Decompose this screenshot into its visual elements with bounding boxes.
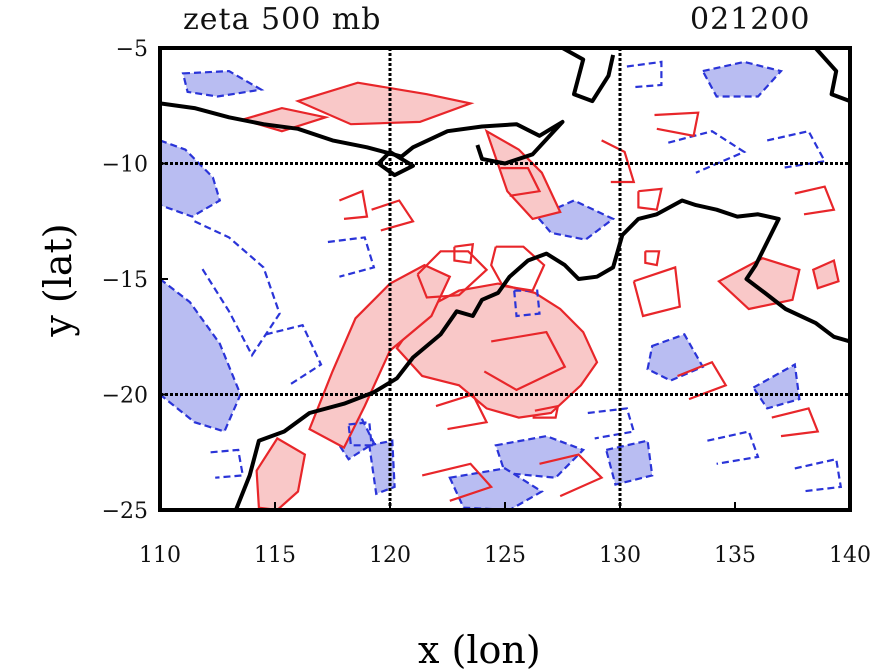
positive-vorticity-contour [483,330,567,392]
negative-vorticity-region [181,69,265,98]
x-tick-label: 110 [139,543,181,568]
positive-vorticity-contour [794,185,836,216]
axis-ticks: 110 115 120 125 130 135 140 −5 −10 −15 −20 −25 [102,37,871,568]
chart-title: zeta 500 mb [183,2,382,37]
coastline [377,149,415,178]
x-tick-label: 140 [829,543,871,568]
positive-vorticity-contour [654,111,700,138]
negative-vorticity-region [160,277,242,433]
positive-vorticity-contour [532,404,560,419]
positive-vorticity-contour [644,250,661,267]
negative-vorticity-contour [265,323,323,387]
y-tick-label: −10 [102,153,148,178]
y-tick-label: −25 [102,499,148,524]
positive-vorticity-region [255,436,307,510]
positive-vorticity-contour [416,250,489,299]
negative-vorticity-region [646,333,705,382]
y-tick-label: −20 [102,384,148,409]
x-tick-label: 135 [714,543,756,568]
x-tick-label: 130 [599,543,641,568]
negative-vorticity-contour [766,129,827,170]
negative-vorticity-contour [707,430,760,465]
positive-vorticity-contour [771,407,820,438]
positive-vorticity-contour [435,393,489,431]
x-tick-label: 120 [369,543,411,568]
y-tick-label: −5 [116,37,148,62]
positive-vorticity-region [811,258,840,290]
negative-vorticity-contour [587,407,636,440]
positive-vorticity-contour [490,245,546,292]
grid-lines [160,48,850,510]
negative-vorticity-region [604,439,654,486]
positive-vorticity-contour [421,462,494,502]
negative-vorticity-contour [626,60,663,89]
positive-vorticity-contour [371,199,415,232]
negative-vorticity-contour [794,457,843,493]
y-tick-label: −15 [102,268,148,293]
negative-vorticity-contour [327,236,376,278]
positive-vorticity-contour [601,139,636,184]
negative-vorticity-region [701,60,784,98]
positive-vorticity-region [395,282,599,419]
coastline [234,198,850,510]
positive-vorticity-contour [637,187,663,211]
negative-vorticity-contour [347,420,373,447]
positive-vorticity-region [294,81,475,126]
x-tick-label: 115 [254,543,296,568]
x-axis-label: x (lon) [418,628,541,672]
negative-vorticity-region [751,362,801,410]
negative-vorticity-contour [194,220,281,358]
negative-vorticity-region [368,439,396,496]
negative-vorticity-region [448,467,544,510]
positive-vorticity-contour [500,167,542,197]
coastline [814,48,850,103]
coastline [160,101,565,166]
positive-vorticity-contour [539,453,604,498]
negative-vorticity-contour [210,448,245,479]
x-tick-label: 125 [484,543,526,568]
negative-vorticity-region [160,139,222,218]
positive-vorticity-contour [453,243,475,265]
plot-area [160,48,850,510]
positive-vorticity-contour [632,265,682,318]
negative-vorticity-contour [668,130,747,174]
positive-vorticity-region [484,128,562,221]
coastline [561,48,616,104]
negative-vorticity-region [494,434,586,479]
chart-timestamp: 021200 [690,2,811,37]
positive-vorticity-contour [677,360,728,401]
positive-vorticity-region [717,257,801,311]
positive-vorticity-contour [338,189,369,220]
